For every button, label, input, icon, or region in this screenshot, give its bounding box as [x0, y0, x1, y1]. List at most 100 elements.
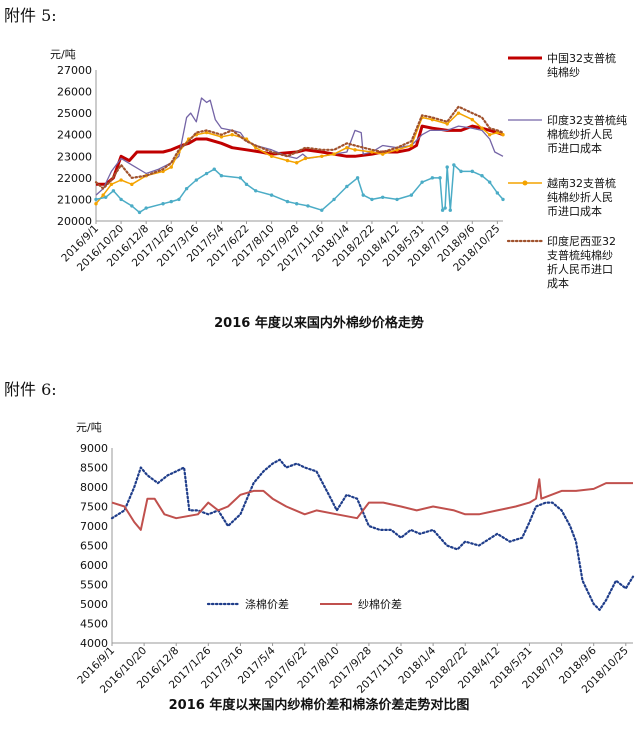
series-3-point: [345, 145, 349, 150]
series-5-point: [238, 176, 243, 180]
series-3-point: [470, 117, 474, 122]
series-3-point: [219, 135, 224, 139]
series-5-point: [501, 197, 505, 202]
y-tick-label: 22000: [57, 172, 92, 185]
series-5-point: [130, 204, 134, 208]
series-line-1: [110, 458, 635, 612]
series-3-point: [445, 122, 449, 126]
chart-spread-comparison: 4000 4500 5000 5500 6000 6500 7000 7500 8000 8500…: [75, 421, 635, 696]
y-tick-label: 5500: [80, 579, 108, 592]
series-3-point: [109, 182, 114, 187]
series-5-point: [487, 180, 492, 184]
series-3-point: [320, 154, 324, 158]
series-5-point: [430, 176, 435, 180]
series-5-point: [177, 197, 181, 202]
series-5-point: [452, 163, 456, 167]
legend-item-2: 纱棉价差: [320, 597, 402, 611]
series-5-point: [370, 197, 374, 202]
y-tick-label: 21000: [57, 193, 92, 206]
chart-1-title: 2016 年度以来国内外棉纱价格走势: [214, 316, 424, 331]
series-5-point: [306, 204, 310, 208]
series-5-point: [332, 197, 336, 202]
series-3-point: [94, 202, 98, 206]
y-axis-unit-label: 元/吨: [50, 48, 76, 61]
legend-label: 币进口成本: [547, 141, 602, 155]
y-axis-unit-label: 元/吨: [76, 421, 102, 434]
series-5-point: [104, 195, 108, 199]
legend-label: 纱棉价差: [358, 597, 402, 611]
series-3-point: [409, 143, 414, 148]
legend-label: 印度尼西亚32: [547, 234, 616, 248]
series-3-point: [332, 152, 336, 156]
series-3-point: [230, 133, 234, 137]
series-5-point: [480, 174, 484, 178]
series-5-point: [244, 182, 249, 187]
y-tick-label: 27000: [57, 64, 92, 77]
y-tick-label: 5000: [80, 598, 108, 611]
legend-marker: [522, 180, 528, 186]
series-3-point: [353, 148, 357, 152]
series-5-point: [144, 206, 148, 210]
y-tick-label: 26000: [57, 86, 92, 99]
series-5-point: [194, 178, 199, 182]
legend-label: 涤棉价差: [245, 597, 289, 611]
series-5-point: [285, 199, 290, 204]
y-tick-label: 23000: [57, 150, 92, 163]
series-3-point: [169, 165, 173, 169]
series-5-point: [137, 210, 142, 215]
section-5-label: 附件 5:: [4, 6, 57, 25]
y-tick-label: 8000: [80, 481, 108, 494]
series-5-point: [320, 208, 324, 212]
series-5-point: [361, 193, 365, 197]
series-5-point: [94, 197, 98, 202]
series-5-point: [345, 184, 349, 189]
legend-label: 支普梳纯棉纱: [547, 248, 613, 262]
section-6-label: 附件 6:: [4, 380, 57, 399]
legend-label: 纯棉纱: [547, 65, 580, 79]
legend-label: 纯棉纱折人民: [547, 190, 613, 204]
series-5-point: [204, 171, 209, 176]
legend-item-1: 涤棉价差: [206, 597, 289, 611]
y-tick-label: 7000: [80, 520, 108, 533]
legend-label: 印度32支普梳纯: [547, 113, 627, 127]
y-tick-label: 4000: [80, 637, 108, 650]
chart-2-title: 2016 年度以来国内纱棉价差和棉涤价差走势对比图: [168, 698, 470, 713]
series-3-point: [380, 152, 385, 156]
series-5-point: [355, 176, 360, 180]
series-5-point: [420, 180, 424, 184]
series-line-3: [95, 112, 504, 205]
y-tick-label: 6500: [80, 540, 108, 553]
series-line-2: [111, 478, 633, 531]
series-3-point: [294, 161, 299, 165]
series-line-1: [96, 124, 504, 186]
y-tick-label: 20000: [57, 215, 92, 228]
series-3-point: [501, 133, 505, 137]
series-5-point: [212, 167, 216, 171]
series-5-point: [380, 195, 385, 199]
series-5-point: [184, 186, 189, 191]
series-3-point: [285, 158, 290, 163]
series-3-point: [487, 133, 492, 137]
legend-label: 折人民币进口: [547, 262, 613, 276]
series-5-point: [448, 208, 452, 212]
series-5-point: [111, 189, 116, 193]
series-3-point: [480, 126, 484, 130]
chart-cotton-yarn-prices: 20000 21000 22000 23000 24000 25000 26000 27000…: [50, 48, 627, 290]
series-5-point: [438, 176, 442, 180]
series-5-point: [459, 169, 463, 174]
series-5-point: [269, 193, 274, 197]
series-3-point: [370, 150, 374, 154]
legend-label: 成本: [547, 276, 569, 290]
y-tick-label: 25000: [57, 107, 92, 120]
series-line-4: [94, 105, 505, 190]
series-5-point: [254, 189, 258, 193]
y-tick-label: 7500: [80, 501, 108, 514]
series-5-point: [440, 208, 445, 212]
legend-label: 棉梳纱折人民: [547, 127, 613, 141]
series-5-point: [495, 191, 500, 195]
series-3-point: [101, 193, 105, 197]
